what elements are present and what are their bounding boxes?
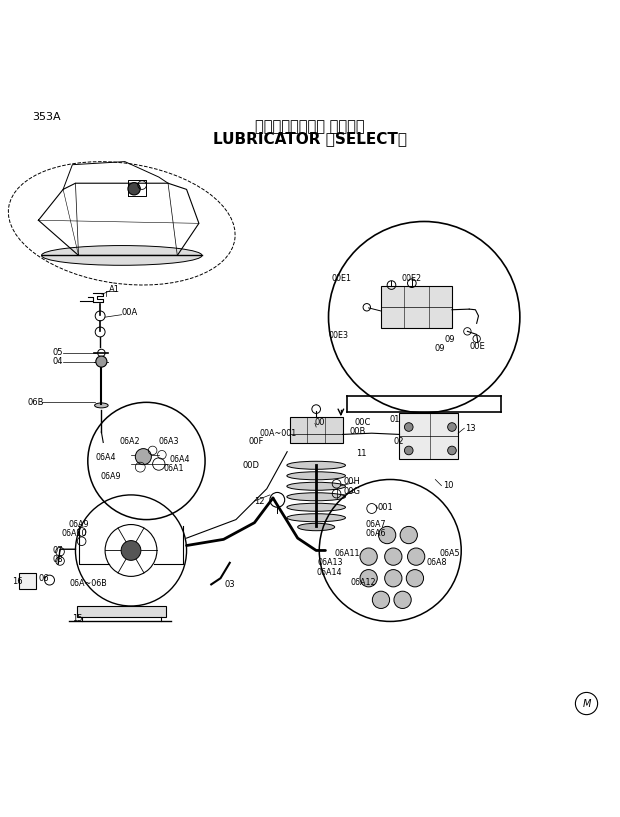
FancyBboxPatch shape <box>290 417 343 443</box>
FancyBboxPatch shape <box>77 606 166 617</box>
Circle shape <box>128 182 140 195</box>
Circle shape <box>448 446 456 455</box>
Text: 00E2: 00E2 <box>401 275 422 283</box>
Circle shape <box>407 548 425 565</box>
Text: 00E: 00E <box>469 342 485 351</box>
Text: 06A11: 06A11 <box>335 549 360 558</box>
Text: 00E1: 00E1 <box>332 275 352 283</box>
Text: 01: 01 <box>389 415 399 424</box>
Text: 353A: 353A <box>32 112 61 123</box>
Text: 15: 15 <box>73 614 83 623</box>
Text: 10: 10 <box>443 481 453 490</box>
Text: 04: 04 <box>52 357 63 366</box>
Text: 00D: 00D <box>242 461 259 470</box>
Circle shape <box>384 548 402 565</box>
Text: 13: 13 <box>466 424 476 433</box>
Circle shape <box>404 422 413 431</box>
Ellipse shape <box>287 471 345 480</box>
Text: 06A12: 06A12 <box>350 578 376 587</box>
Circle shape <box>373 592 389 609</box>
Text: 16: 16 <box>12 577 23 586</box>
Text: 02: 02 <box>394 437 404 446</box>
Circle shape <box>360 569 378 587</box>
Text: 06A9: 06A9 <box>100 472 121 481</box>
Text: 06A1: 06A1 <box>163 464 184 473</box>
Ellipse shape <box>287 462 345 469</box>
Circle shape <box>360 548 378 565</box>
FancyBboxPatch shape <box>381 286 452 328</box>
Text: 06A9: 06A9 <box>68 520 89 529</box>
Text: 00A: 00A <box>122 308 138 317</box>
Text: 06A4: 06A4 <box>169 454 190 463</box>
Text: A1: A1 <box>109 285 120 294</box>
Text: LUBRICATOR 〈SELECT〉: LUBRICATOR 〈SELECT〉 <box>213 131 407 145</box>
Text: 06A5: 06A5 <box>440 549 460 558</box>
Circle shape <box>384 569 402 587</box>
Circle shape <box>96 356 107 367</box>
FancyBboxPatch shape <box>19 574 36 589</box>
Text: 06A10: 06A10 <box>62 529 87 538</box>
Text: 06A~06B: 06A~06B <box>69 579 107 588</box>
Text: 03: 03 <box>225 580 236 589</box>
Ellipse shape <box>298 524 335 531</box>
Text: リューブリケータ 《選択》: リューブリケータ 《選択》 <box>255 119 365 134</box>
Circle shape <box>394 592 411 609</box>
Text: 00: 00 <box>315 417 326 426</box>
Ellipse shape <box>287 503 345 511</box>
Text: 06A2: 06A2 <box>120 437 141 446</box>
Text: 06A6: 06A6 <box>366 529 386 538</box>
Text: 05: 05 <box>52 348 63 358</box>
Text: 07: 07 <box>52 546 63 555</box>
Circle shape <box>379 526 396 543</box>
FancyBboxPatch shape <box>399 413 458 459</box>
Ellipse shape <box>95 403 108 408</box>
Text: M: M <box>582 699 591 708</box>
Text: 06A8: 06A8 <box>426 558 446 567</box>
Circle shape <box>135 449 151 465</box>
Ellipse shape <box>287 482 345 490</box>
Text: 09: 09 <box>435 343 445 352</box>
Text: 00B: 00B <box>350 427 366 436</box>
Text: 00G: 00G <box>344 487 361 496</box>
Circle shape <box>400 526 417 543</box>
Text: 09: 09 <box>445 335 455 344</box>
Circle shape <box>121 541 141 560</box>
Text: 11: 11 <box>356 449 366 458</box>
Text: 001: 001 <box>378 502 394 511</box>
Text: 08: 08 <box>52 556 63 565</box>
Text: 06B: 06B <box>27 398 44 407</box>
Text: 06A14: 06A14 <box>316 568 342 577</box>
Text: 00H: 00H <box>344 477 361 486</box>
Circle shape <box>448 422 456 431</box>
Text: 00C: 00C <box>355 418 371 427</box>
Ellipse shape <box>287 493 345 501</box>
Text: 00F: 00F <box>248 437 264 446</box>
Ellipse shape <box>287 514 345 522</box>
Text: 06A13: 06A13 <box>317 558 343 567</box>
Text: 06A7: 06A7 <box>366 520 386 529</box>
Text: 06A3: 06A3 <box>159 437 179 446</box>
Text: 06A4: 06A4 <box>96 453 117 462</box>
Circle shape <box>404 446 413 455</box>
Ellipse shape <box>42 246 202 266</box>
Circle shape <box>406 569 423 587</box>
Text: 00A~001: 00A~001 <box>259 429 296 438</box>
Text: 00E3: 00E3 <box>329 331 348 340</box>
Text: 12: 12 <box>254 497 265 506</box>
Text: 06: 06 <box>38 574 49 583</box>
